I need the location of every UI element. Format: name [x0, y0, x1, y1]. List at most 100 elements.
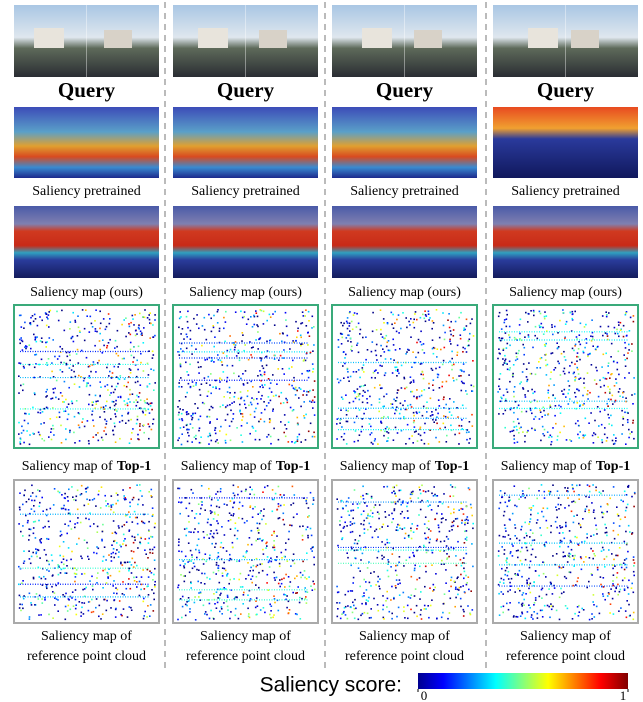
point	[284, 586, 286, 588]
point	[210, 373, 212, 375]
point	[238, 350, 240, 352]
point	[98, 360, 100, 362]
point	[359, 333, 361, 335]
point	[188, 531, 190, 533]
point	[425, 491, 427, 493]
point	[110, 418, 112, 420]
point	[258, 391, 260, 393]
point	[312, 400, 314, 402]
point	[250, 354, 252, 356]
point	[412, 442, 414, 444]
point	[132, 315, 134, 317]
point	[242, 416, 244, 418]
point	[220, 406, 222, 408]
point	[442, 364, 444, 366]
point	[467, 429, 469, 431]
point	[213, 537, 215, 539]
point	[284, 524, 286, 526]
point	[566, 439, 568, 441]
point	[629, 615, 631, 617]
point	[550, 532, 552, 534]
point	[290, 407, 292, 409]
point	[420, 341, 422, 343]
point	[600, 576, 602, 578]
point	[520, 529, 522, 531]
point	[516, 538, 518, 540]
point	[130, 588, 132, 590]
point	[373, 571, 375, 573]
point	[285, 312, 287, 314]
point	[457, 416, 459, 418]
point	[67, 419, 69, 421]
point	[255, 600, 257, 602]
point	[95, 434, 97, 436]
point	[198, 550, 200, 552]
point	[607, 503, 609, 505]
point	[273, 531, 275, 533]
point	[539, 527, 541, 529]
point	[556, 610, 558, 612]
reference-map	[14, 480, 159, 623]
point	[461, 503, 463, 505]
point	[407, 405, 409, 407]
point	[65, 410, 67, 412]
point	[410, 494, 412, 496]
point	[604, 434, 606, 436]
point	[617, 333, 619, 335]
point	[571, 501, 573, 503]
point	[376, 344, 378, 346]
point	[190, 550, 192, 552]
point	[96, 553, 98, 555]
point	[19, 604, 21, 606]
point	[245, 370, 247, 372]
point	[605, 392, 607, 394]
point	[545, 576, 547, 578]
point	[454, 434, 456, 436]
point	[394, 508, 396, 510]
point	[61, 442, 63, 444]
point	[615, 378, 617, 380]
point	[233, 342, 235, 344]
point	[603, 354, 605, 356]
point	[250, 316, 252, 318]
point	[59, 346, 61, 348]
point	[154, 547, 156, 549]
point	[212, 407, 214, 409]
point	[578, 356, 580, 358]
point	[355, 539, 357, 541]
point	[391, 618, 393, 620]
point	[128, 332, 130, 334]
point	[304, 587, 306, 589]
point	[197, 531, 199, 533]
point	[300, 337, 302, 339]
caption-bold: Top-1	[596, 459, 631, 474]
point	[446, 536, 448, 538]
point	[268, 589, 270, 591]
point	[564, 507, 566, 509]
point	[405, 317, 407, 319]
point	[532, 618, 534, 620]
point	[408, 596, 410, 598]
point	[243, 316, 245, 318]
point	[274, 358, 276, 360]
point	[143, 618, 145, 620]
point	[225, 440, 227, 442]
point	[563, 556, 565, 558]
point	[386, 440, 388, 442]
point	[256, 324, 258, 326]
point	[633, 571, 635, 573]
point	[79, 386, 81, 388]
point	[295, 340, 297, 342]
point	[372, 537, 374, 539]
point	[446, 545, 448, 547]
point	[133, 577, 135, 579]
point	[263, 553, 265, 555]
point	[442, 517, 444, 519]
point	[521, 526, 523, 528]
point	[499, 535, 501, 537]
point	[296, 337, 298, 339]
point	[633, 612, 635, 614]
point	[514, 535, 516, 537]
point	[396, 331, 398, 333]
point	[523, 604, 525, 606]
